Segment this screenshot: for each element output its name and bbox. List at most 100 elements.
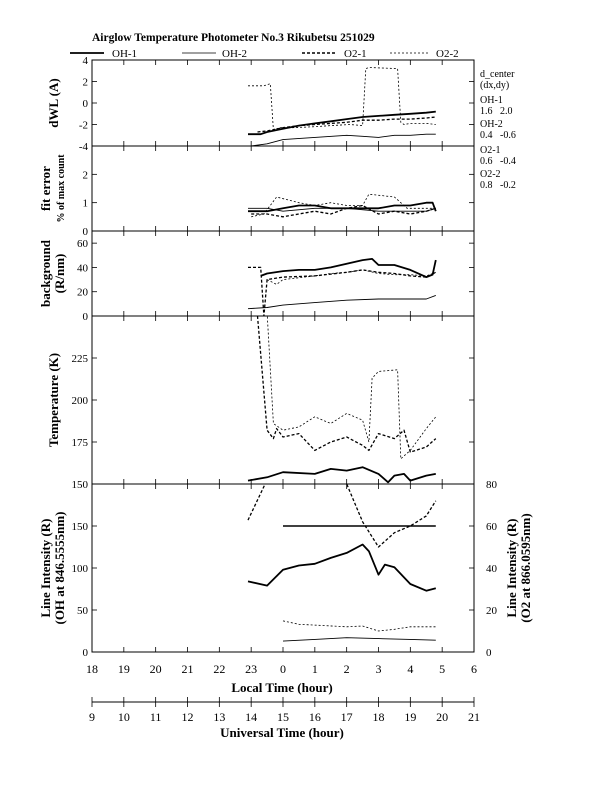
local-time-tick-label: 6	[471, 662, 477, 676]
local-time-axis-label: Local Time (hour)	[231, 680, 332, 695]
ut-tick-label: 9	[89, 710, 95, 724]
ut-tick-label: 11	[150, 710, 162, 724]
panel-temp: 225 200 175 150 Temperature (K)	[46, 315, 475, 491]
y-tick-label-dwl: 4	[83, 55, 89, 67]
ut-axis-label: Universal Time (hour)	[220, 725, 344, 740]
y-tick-label-temp: 200	[72, 395, 89, 407]
series-temp-oh-1	[247, 466, 436, 484]
series-fiterr-oh-1	[248, 201, 437, 213]
local-time-tick-label: 5	[439, 662, 445, 676]
y-tick-label-dwl: 0	[83, 98, 89, 110]
legend-label-o2-1: O2-1	[344, 48, 367, 60]
series-bg-o2-2	[266, 269, 436, 285]
series-dwl-oh-2	[251, 133, 436, 146]
series-dwl-oh-1	[248, 110, 436, 136]
ut-tick-label: 21	[468, 710, 480, 724]
annotation-o2-2-label: O2-2	[480, 169, 501, 180]
series-temp-o2-1	[255, 316, 437, 453]
y-tick-label-intensity: 50	[77, 605, 89, 617]
panel-annotations: d_center (dx,dy) OH-1 1.6 2.0 OH-2 0.4 -…	[480, 69, 516, 191]
y-label-intensity: Line Intensity (R)	[38, 519, 53, 618]
ut-tick-label: 18	[373, 710, 385, 724]
local-time-tick-label: 21	[182, 662, 194, 676]
y-right-tick-label-intensity: 40	[486, 563, 498, 575]
annotation-o2-1-label: O2-1	[480, 145, 501, 156]
ut-tick-label: 20	[436, 710, 448, 724]
annotation-o2-1-values: 0.6 -0.4	[480, 156, 516, 167]
panel-frame-dwl	[91, 59, 475, 147]
y-tick-label-fiterr: 0	[83, 226, 89, 238]
y-label-dwl: dWL (A)	[46, 78, 61, 127]
series-group-bg	[247, 257, 437, 316]
ut-tick-label: 14	[245, 710, 257, 724]
local-time-tick-label: 1	[312, 662, 318, 676]
local-time-tick-label: 3	[376, 662, 382, 676]
annotation-d-center: d_center	[480, 69, 515, 80]
annotation-oh2-values: 0.4 -0.6	[480, 130, 516, 141]
y-tick-label-intensity: 150	[72, 521, 89, 533]
series-fiterr-o2-2	[251, 193, 436, 218]
ut-tick-label: 15	[277, 710, 289, 724]
local-time-tick-label: 2	[344, 662, 350, 676]
y-tick-label-dwl: 2	[83, 77, 89, 89]
panel-frame-fiterr	[91, 145, 475, 232]
legend: OH-1 OH-2 O2-1 O2-2	[70, 48, 459, 60]
local-time-tick-label: 4	[407, 662, 413, 676]
panel-fiterr: 2 1 0 fit error% of max count	[38, 145, 475, 238]
ut-tick-label: 12	[182, 710, 194, 724]
series-bg-o2-1	[248, 266, 437, 316]
y-tick-label-fiterr: 1	[83, 198, 89, 210]
y-tick-label-dwl: -2	[79, 120, 88, 132]
y-tick-label-temp: 175	[72, 437, 89, 449]
series-intensity-oh-1	[247, 543, 437, 592]
panel-bg: 60 40 20 0 background (R/nm)	[38, 230, 475, 323]
y-label2-intensity: (OH at 846.5555nm)	[52, 511, 67, 624]
series-intensity-o2-2	[282, 620, 436, 632]
series-intensity-o2-1	[247, 484, 437, 548]
series-dwl-o2-1	[257, 116, 436, 133]
y-tick-label-bg: 20	[77, 287, 89, 299]
local-time-tick-label: 19	[118, 662, 130, 676]
annotation-o2-2-values: 0.8 -0.2	[480, 180, 516, 191]
series-intensity-oh-2	[282, 637, 436, 642]
y-tick-label-temp: 225	[72, 353, 89, 365]
annotation-oh1-values: 1.6 2.0	[480, 106, 513, 117]
y-label-bg: background	[38, 239, 53, 307]
y-right-label-intensity: Line Intensity (R)	[504, 519, 519, 618]
annotation-oh1-label: OH-1	[480, 95, 503, 106]
panel-frame-intensity	[91, 483, 475, 653]
series-fiterr-o2-1	[251, 204, 436, 218]
y-tick-label-fiterr: 2	[83, 169, 89, 181]
y-right-tick-label-intensity: 80	[486, 479, 498, 491]
series-bg-oh-2	[247, 294, 436, 310]
ut-tick-label: 16	[309, 710, 321, 724]
series-temp-o2-2	[266, 316, 437, 460]
series-group-intensity	[247, 484, 437, 642]
chart-title: Airglow Temperature Photometer No.3 Riku…	[92, 32, 375, 44]
y-label2-fiterr: % of max count	[56, 154, 67, 223]
y-right-tick-label-intensity: 20	[486, 605, 498, 617]
y-right-tick-label-intensity: 0	[486, 647, 492, 659]
ut-tick-label: 10	[118, 710, 130, 724]
legend-label-o2-2: O2-2	[436, 48, 459, 60]
local-time-tick-label: 0	[280, 662, 286, 676]
local-time-tick-label: 22	[213, 662, 225, 676]
y-right-label2-intensity: (O2 at 866.0595nm)	[518, 513, 533, 622]
legend-label-oh1: OH-1	[112, 48, 137, 60]
y-right-tick-label-intensity: 60	[486, 521, 498, 533]
y-tick-label-bg: 60	[77, 238, 89, 250]
series-group-dwl	[248, 67, 436, 146]
y-tick-label-intensity: 100	[72, 563, 89, 575]
ut-tick-label: 13	[213, 710, 225, 724]
y-tick-label-intensity: 0	[83, 647, 89, 659]
local-time-tick-label: 20	[150, 662, 162, 676]
series-group-fiterr	[248, 193, 437, 218]
series-dwl-o2-2	[248, 67, 436, 131]
y-tick-label-temp: 150	[72, 479, 89, 491]
annotation-dxdy: (dx,dy)	[480, 80, 509, 91]
series-bg-oh-1	[260, 257, 437, 279]
x-axes: 18 19 20 21 22 23 0 1 2 3 4 5 69 10 11 12 13 14 15 16 17 18 19…	[86, 662, 480, 724]
